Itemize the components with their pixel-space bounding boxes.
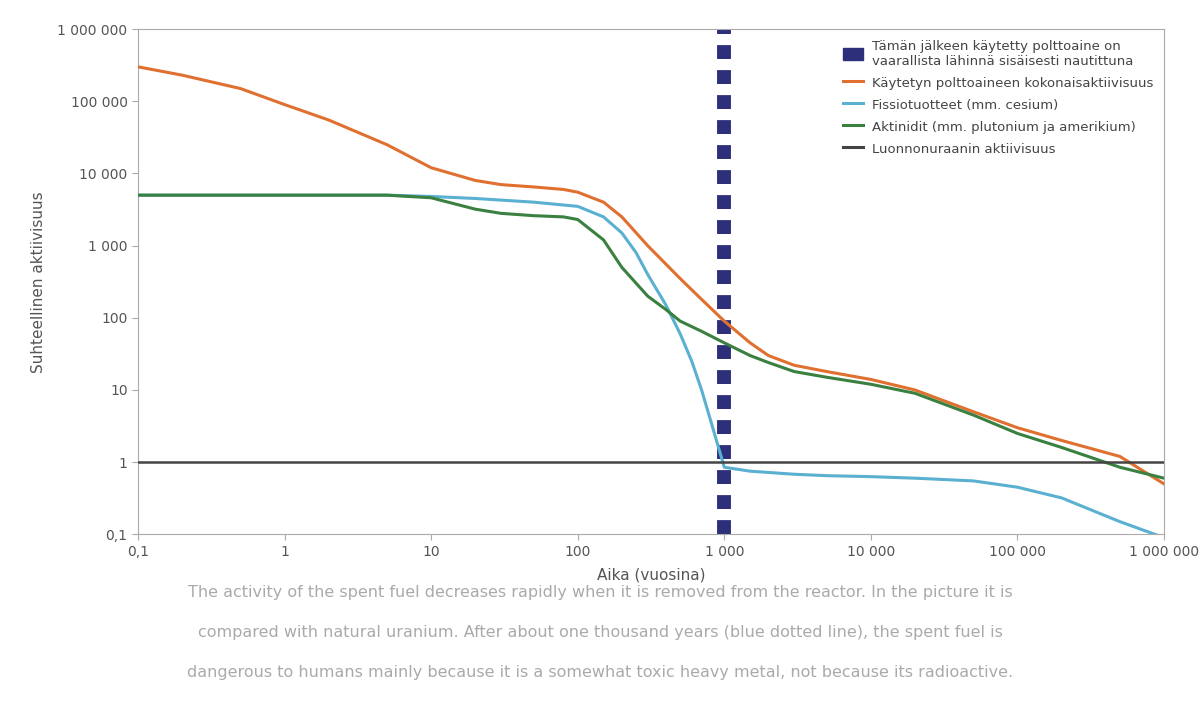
Text: The activity of the spent fuel decreases rapidly when it is removed from the rea: The activity of the spent fuel decreases… — [187, 585, 1013, 601]
Y-axis label: Suhteellinen aktiivisuus: Suhteellinen aktiivisuus — [31, 191, 47, 372]
X-axis label: Aika (vuosina): Aika (vuosina) — [596, 567, 706, 582]
Legend: Tämän jälkeen käytetty polttoaine on
vaarallista lähinnä sisäisesti nautittuna, : Tämän jälkeen käytetty polttoaine on vaa… — [839, 36, 1158, 160]
Text: dangerous to humans mainly because it is a somewhat toxic heavy metal, not becau: dangerous to humans mainly because it is… — [187, 665, 1013, 680]
Text: compared with natural uranium. After about one thousand years (blue dotted line): compared with natural uranium. After abo… — [198, 625, 1002, 640]
